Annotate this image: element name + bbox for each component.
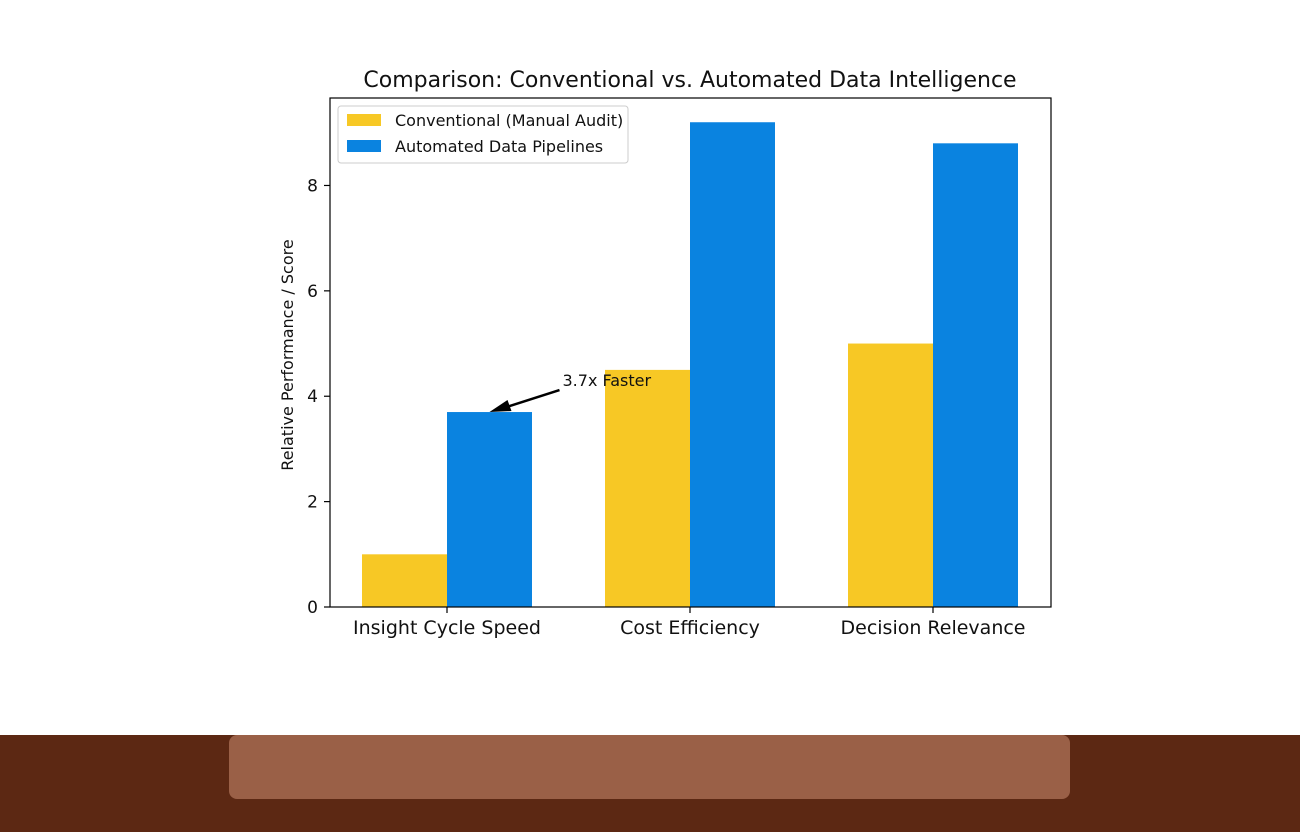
bar-conventional-1 bbox=[605, 369, 690, 607]
legend-swatch-conventional bbox=[347, 114, 381, 126]
legend-swatch-automated bbox=[347, 140, 381, 152]
footer-bar bbox=[229, 735, 1070, 799]
y-axis-label: Relative Performance / Score bbox=[278, 239, 297, 470]
legend-label: Automated Data Pipelines bbox=[395, 137, 603, 156]
y-tick-label: 2 bbox=[307, 493, 318, 513]
annotation-arrow bbox=[503, 388, 560, 410]
y-tick-label: 0 bbox=[307, 598, 318, 618]
chart-title: Comparison: Conventional vs. Automated D… bbox=[363, 68, 1016, 93]
footer-left-panel bbox=[0, 735, 224, 832]
chart-background bbox=[0, 0, 1300, 735]
legend-box bbox=[337, 105, 629, 164]
y-tick-label: 4 bbox=[307, 387, 318, 407]
bar-automated-2 bbox=[933, 143, 1018, 607]
y-tick-label: 6 bbox=[307, 282, 318, 302]
chart: Comparison: Conventional vs. Automated D… bbox=[0, 0, 1300, 735]
bar-conventional-0 bbox=[362, 554, 447, 607]
legend-label: Conventional (Manual Audit) bbox=[395, 111, 623, 130]
bar-automated-1 bbox=[690, 122, 775, 607]
x-tick-label: Cost Efficiency bbox=[620, 617, 760, 639]
x-tick-label: Decision Relevance bbox=[841, 617, 1026, 639]
annotation-label: 3.7x Faster bbox=[563, 371, 652, 390]
x-tick-label: Insight Cycle Speed bbox=[353, 617, 541, 639]
footer-right-panel bbox=[1075, 735, 1300, 832]
bar-automated-0 bbox=[447, 412, 532, 607]
annotation-arrowhead bbox=[489, 400, 512, 413]
bar-conventional-2 bbox=[848, 343, 933, 607]
y-tick-label: 8 bbox=[307, 176, 318, 196]
